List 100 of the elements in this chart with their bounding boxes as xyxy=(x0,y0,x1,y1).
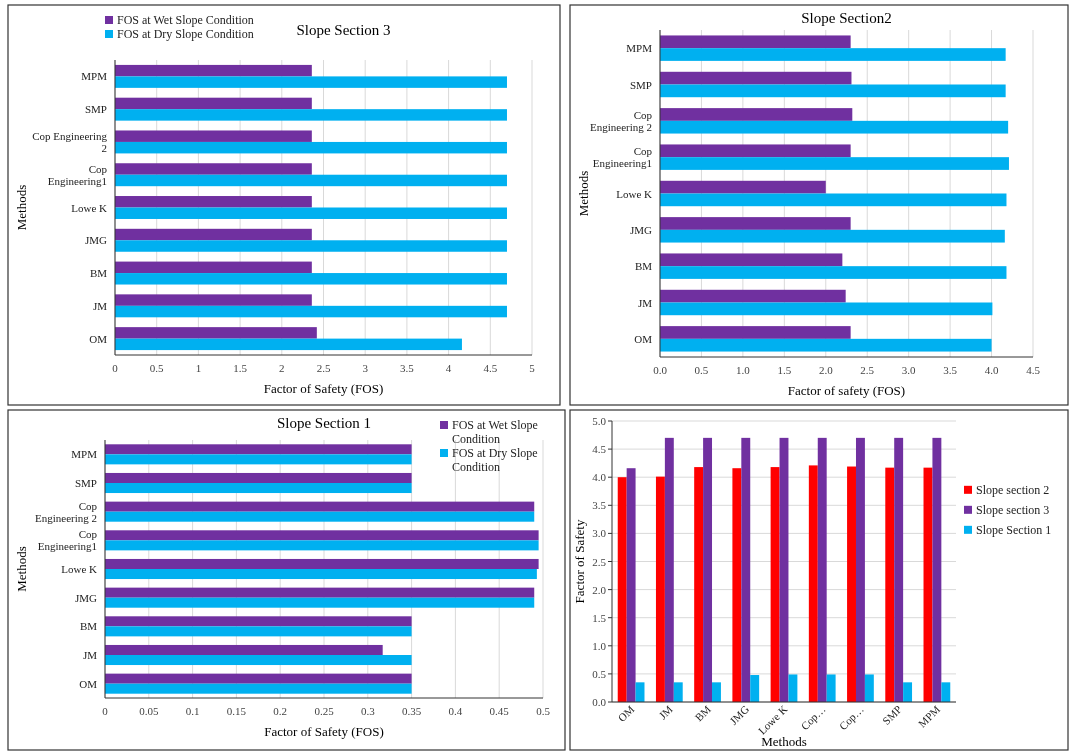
bar xyxy=(847,466,856,702)
bar xyxy=(115,174,507,187)
y-tick-label: 3.0 xyxy=(592,527,607,540)
x-tick-label: 0.25 xyxy=(314,705,335,717)
bar xyxy=(105,569,537,580)
bar xyxy=(115,141,507,154)
bar xyxy=(660,120,1009,134)
y-tick-label: MPM xyxy=(81,70,108,83)
bar xyxy=(660,71,852,85)
x-tick-label: 1.0 xyxy=(736,364,751,376)
bar xyxy=(105,673,412,684)
bar xyxy=(105,616,412,627)
bar xyxy=(105,597,535,608)
bar xyxy=(105,558,539,569)
y-tick-label: JM xyxy=(637,296,653,309)
bar xyxy=(626,468,636,702)
y-tick-label: MPM xyxy=(626,42,653,55)
x-tick-label: 1.5 xyxy=(777,364,792,376)
bar xyxy=(941,682,951,702)
y-axis-title: Methods xyxy=(14,184,29,231)
y-tick-label: 4.5 xyxy=(592,443,607,456)
bar xyxy=(673,682,683,702)
x-tick-label: 0.5 xyxy=(149,362,165,374)
legend-label: Slope Section 1 xyxy=(976,522,1052,537)
x-tick-label: 3.0 xyxy=(901,364,917,376)
y-tick-label: BM xyxy=(79,620,98,633)
y-tick-label: JMG xyxy=(74,591,98,604)
bar xyxy=(115,76,507,88)
x-tick-label: 0.1 xyxy=(185,705,200,717)
bar xyxy=(660,229,1005,243)
x-tick-label: 0.5 xyxy=(536,705,551,717)
bar xyxy=(115,64,312,77)
y-tick-label: Cop Engineering 2 xyxy=(589,108,653,133)
y-tick-label: 0.5 xyxy=(592,667,607,680)
bar xyxy=(808,465,818,702)
y-tick-label: Cop Engineering 2 xyxy=(32,129,108,154)
bar xyxy=(660,108,853,121)
legend-label: Slope section 2 xyxy=(976,482,1050,497)
bar xyxy=(115,261,312,274)
x-tick-label: 4 xyxy=(445,362,452,374)
x-tick-label: 2.5 xyxy=(860,364,875,376)
bar xyxy=(894,437,904,702)
x-tick-label: 4.5 xyxy=(1026,364,1041,376)
bar xyxy=(932,437,942,702)
bar xyxy=(105,587,535,598)
legend-label: FOS at Dry Slope Condition xyxy=(117,27,254,41)
bar xyxy=(660,180,826,194)
y-tick-label: JM xyxy=(82,649,98,661)
x-tick-label: 0.5 xyxy=(694,364,709,376)
bar xyxy=(864,674,874,702)
y-tick-label: MPM xyxy=(71,448,98,461)
bar xyxy=(105,626,412,637)
x-tick-label: 0.35 xyxy=(401,705,422,717)
y-tick-label: 2.0 xyxy=(592,583,607,596)
x-tick-label: 4.0 xyxy=(984,364,999,376)
y-tick-label: SMP xyxy=(84,103,107,116)
y-tick-label: SMP xyxy=(629,78,652,91)
bar xyxy=(115,273,507,285)
bar xyxy=(741,437,751,702)
bar xyxy=(115,327,317,339)
bar xyxy=(732,468,742,702)
x-tick-label: 0.4 xyxy=(448,705,463,717)
legend-label: FOS at Wet Slope Condition xyxy=(452,418,538,446)
x-tick-label: 3.5 xyxy=(400,362,415,374)
bar xyxy=(660,35,851,49)
bar xyxy=(105,540,539,551)
x-tick-label: 0.15 xyxy=(226,705,247,717)
bar xyxy=(115,130,312,142)
bar xyxy=(105,472,412,483)
bar xyxy=(885,467,895,702)
x-tick-label: 0.3 xyxy=(360,705,376,717)
x-axis-title: Factor of safety (FOS) xyxy=(787,383,906,398)
bar xyxy=(105,444,412,455)
bar xyxy=(826,674,836,702)
x-tick-label: JM xyxy=(656,702,675,722)
y-tick-label: Lowe K xyxy=(616,187,653,200)
x-tick-label: 3 xyxy=(362,362,369,374)
legend-label: Slope section 3 xyxy=(976,502,1050,517)
bar xyxy=(660,253,843,267)
bar xyxy=(115,228,312,241)
y-tick-label: BM xyxy=(89,267,108,280)
x-tick-label: 2.5 xyxy=(316,362,331,374)
bar xyxy=(105,501,535,512)
x-tick-label: BM xyxy=(692,702,714,724)
chart-title: Slope Section 3 xyxy=(296,22,391,38)
y-tick-label: 1.5 xyxy=(592,611,607,624)
bar xyxy=(660,266,1007,279)
bar xyxy=(105,511,535,522)
bar xyxy=(105,530,539,541)
bar xyxy=(660,144,851,158)
y-tick-label: BM xyxy=(634,260,653,273)
y-tick-label: JMG xyxy=(629,223,653,236)
bar xyxy=(660,84,1006,98)
bar xyxy=(694,467,704,702)
bar xyxy=(703,437,713,702)
y-tick-label: Cop Engineering 2 xyxy=(34,499,98,524)
y-tick-label: OM xyxy=(89,332,108,345)
y-tick-label: 3.5 xyxy=(592,499,607,512)
x-axis-title: Factor of Safety (FOS) xyxy=(263,381,384,396)
bar xyxy=(115,240,507,252)
